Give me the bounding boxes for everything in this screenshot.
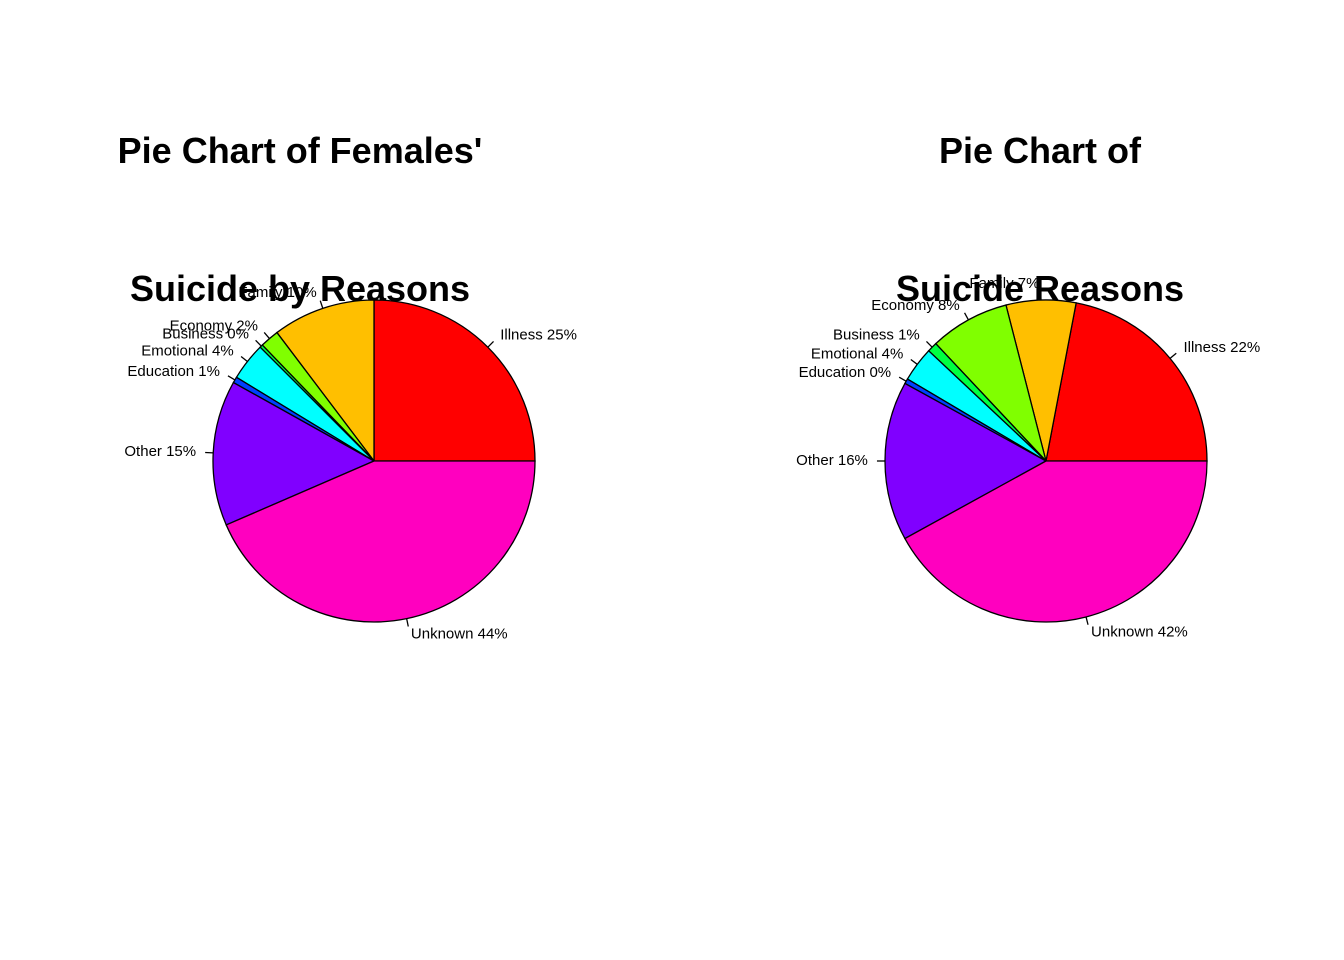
leader-tick-education <box>898 376 907 382</box>
chart-panel-females: Pie Chart of Females' Suicide by Reasons… <box>0 36 636 642</box>
pie-chart-females: Illness 25% Family 10% Economy 2%Business … <box>124 284 577 642</box>
leader-tick-illness <box>1169 352 1177 359</box>
leader-tick-unknown <box>406 618 409 627</box>
leader-tick-illness <box>487 341 494 348</box>
slice-label-economy: Economy 8% <box>871 297 959 314</box>
leader-tick-education <box>227 375 236 381</box>
slice-label-education: Education 0% <box>799 364 892 381</box>
slice-label-family: Family 10% <box>238 284 316 301</box>
leader-tick-economy <box>963 312 970 321</box>
leader-tick-emotional <box>240 356 248 363</box>
pie-chart-all: Illness 22% Family 7% Economy 8% Business 1… <box>796 275 1260 641</box>
leader-tick-unknown <box>1085 616 1089 625</box>
slice-label-other: Other 16% <box>796 452 868 469</box>
slice-label-business: Business 1% <box>833 327 920 344</box>
leader-tick-business <box>255 339 262 347</box>
slice-label-emotional: Emotional 4% <box>141 343 234 360</box>
chart-title: Pie Chart of Females' Suicide by Reasons <box>0 36 636 404</box>
slice-label-business: Business 0% <box>162 326 249 343</box>
pie-slice-unknown <box>904 460 1208 623</box>
slice-label-emotional: Emotional 4% <box>811 346 904 363</box>
pie-slice-illness <box>373 299 536 462</box>
leader-tick-family <box>319 300 324 309</box>
slice-label-education: Education 1% <box>127 363 220 380</box>
chart-panel-all: Pie Chart of Suicide Reasons Illness 22%… <box>672 0 1344 960</box>
chart-title-line-2: Suicide by Reasons <box>129 268 471 309</box>
slice-label-illness: Illness 25% <box>500 327 577 344</box>
slice-label-illness: Illness 22% <box>1183 339 1260 356</box>
slice-label-economy: Economy 2% <box>170 317 258 334</box>
slice-label-unknown: Unknown 44% <box>411 625 508 642</box>
leader-tick-economy <box>263 332 270 339</box>
chart-title-line-1: Pie Chart of <box>938 130 1142 171</box>
chart-title-line-1: Pie Chart of Females' <box>117 130 483 171</box>
slice-label-family: Family 7% <box>969 275 1039 292</box>
slice-label-unknown: Unknown 42% <box>1091 624 1188 641</box>
leader-tick-emotional <box>910 358 918 365</box>
slice-label-other: Other 15% <box>124 443 196 460</box>
leader-tick-business <box>926 341 933 348</box>
